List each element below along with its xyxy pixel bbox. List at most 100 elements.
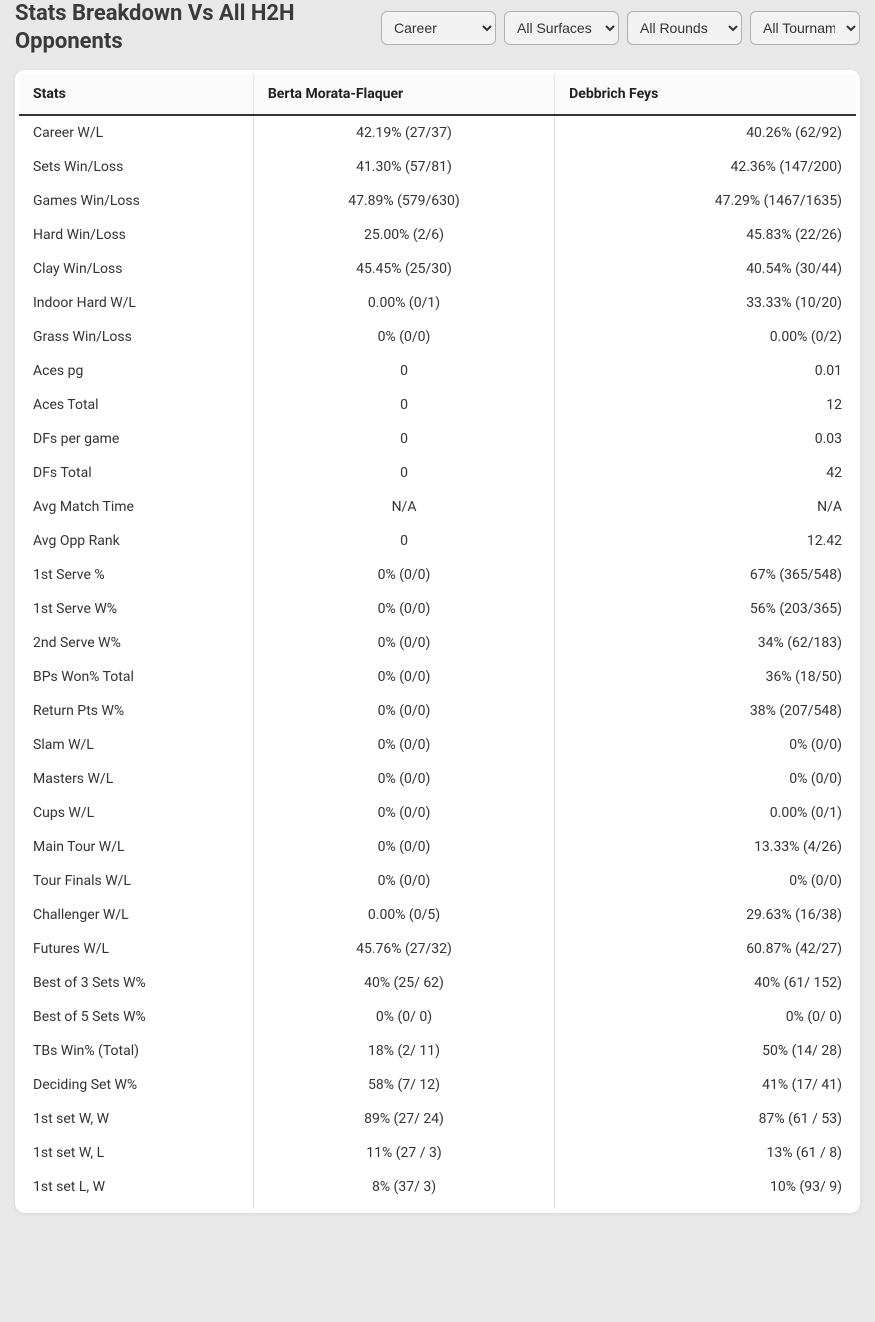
period-select[interactable]: Career bbox=[381, 11, 496, 45]
player1-value: 0 bbox=[253, 354, 554, 388]
player2-value: 33.33% (10/20) bbox=[555, 286, 856, 320]
player2-value: 12.42 bbox=[555, 524, 856, 558]
table-row: Aces Total012 bbox=[19, 388, 856, 422]
player2-value: 45.83% (22/26) bbox=[555, 218, 856, 252]
stat-label: Return Pts W% bbox=[19, 694, 253, 728]
player2-value: 0.00% (0/1) bbox=[555, 796, 856, 830]
player1-value: 0 bbox=[253, 422, 554, 456]
player2-value: 36% (18/50) bbox=[555, 660, 856, 694]
table-row: Deciding Set W%58% (7/ 12)41% (17/ 41) bbox=[19, 1068, 856, 1102]
stat-label: Indoor Hard W/L bbox=[19, 286, 253, 320]
page-title: Stats Breakdown Vs All H2H Opponents bbox=[15, 0, 355, 55]
stats-table: Stats Berta Morata-Flaquer Debbrich Feys… bbox=[19, 74, 856, 1209]
player2-value: 0% (0/0) bbox=[555, 762, 856, 796]
stat-label: 1st set W, L bbox=[19, 1136, 253, 1170]
player1-value: 58% (7/ 12) bbox=[253, 1068, 554, 1102]
player2-value: 0% (0/ 0) bbox=[555, 1000, 856, 1034]
player2-value: 50% (14/ 28) bbox=[555, 1034, 856, 1068]
stat-label: 1st set L, W bbox=[19, 1170, 253, 1209]
table-header-row: Stats Berta Morata-Flaquer Debbrich Feys bbox=[19, 74, 856, 115]
stat-label: Challenger W/L bbox=[19, 898, 253, 932]
table-row: 1st Serve W%0% (0/0)56% (203/365) bbox=[19, 592, 856, 626]
player1-value: 0% (0/0) bbox=[253, 558, 554, 592]
player2-value: 87% (61 / 53) bbox=[555, 1102, 856, 1136]
player1-value: 89% (27/ 24) bbox=[253, 1102, 554, 1136]
stat-label: Futures W/L bbox=[19, 932, 253, 966]
player2-value: N/A bbox=[555, 490, 856, 524]
player1-value: 0.00% (0/1) bbox=[253, 286, 554, 320]
stat-label: Clay Win/Loss bbox=[19, 252, 253, 286]
table-row: Aces pg00.01 bbox=[19, 354, 856, 388]
player1-value: 25.00% (2/6) bbox=[253, 218, 554, 252]
table-row: Return Pts W%0% (0/0)38% (207/548) bbox=[19, 694, 856, 728]
player2-value: 56% (203/365) bbox=[555, 592, 856, 626]
player1-value: 45.76% (27/32) bbox=[253, 932, 554, 966]
player1-value: 47.89% (579/630) bbox=[253, 184, 554, 218]
stat-label: BPs Won% Total bbox=[19, 660, 253, 694]
tournament-select[interactable]: All Tournam bbox=[750, 11, 860, 45]
rounds-select[interactable]: All Rounds bbox=[627, 11, 742, 45]
stat-label: 2nd Serve W% bbox=[19, 626, 253, 660]
table-row: 1st set W, L11% (27 / 3)13% (61 / 8) bbox=[19, 1136, 856, 1170]
player2-value: 0% (0/0) bbox=[555, 728, 856, 762]
table-row: DFs per game00.03 bbox=[19, 422, 856, 456]
table-row: Games Win/Loss47.89% (579/630)47.29% (14… bbox=[19, 184, 856, 218]
filter-selectors: Career All Surfaces All Rounds All Tourn… bbox=[381, 11, 860, 45]
player2-value: 0.00% (0/2) bbox=[555, 320, 856, 354]
player2-value: 41% (17/ 41) bbox=[555, 1068, 856, 1102]
player1-value: N/A bbox=[253, 490, 554, 524]
table-row: Challenger W/L0.00% (0/5)29.63% (16/38) bbox=[19, 898, 856, 932]
stat-label: Best of 3 Sets W% bbox=[19, 966, 253, 1000]
table-row: 1st set W, W89% (27/ 24)87% (61 / 53) bbox=[19, 1102, 856, 1136]
table-row: Futures W/L45.76% (27/32)60.87% (42/27) bbox=[19, 932, 856, 966]
stat-label: Main Tour W/L bbox=[19, 830, 253, 864]
player1-value: 0% (0/0) bbox=[253, 830, 554, 864]
player2-value: 40.26% (62/92) bbox=[555, 115, 856, 150]
stat-label: Sets Win/Loss bbox=[19, 150, 253, 184]
player2-value: 38% (207/548) bbox=[555, 694, 856, 728]
table-row: Indoor Hard W/L0.00% (0/1)33.33% (10/20) bbox=[19, 286, 856, 320]
stat-label: DFs Total bbox=[19, 456, 253, 490]
player1-value: 0 bbox=[253, 456, 554, 490]
player1-value: 41.30% (57/81) bbox=[253, 150, 554, 184]
table-row: Cups W/L0% (0/0)0.00% (0/1) bbox=[19, 796, 856, 830]
stat-label: DFs per game bbox=[19, 422, 253, 456]
table-row: 2nd Serve W%0% (0/0)34% (62/183) bbox=[19, 626, 856, 660]
table-row: BPs Won% Total0% (0/0)36% (18/50) bbox=[19, 660, 856, 694]
player1-value: 0 bbox=[253, 388, 554, 422]
surface-select[interactable]: All Surfaces bbox=[504, 11, 619, 45]
column-header-stats: Stats bbox=[19, 74, 253, 115]
stat-label: Slam W/L bbox=[19, 728, 253, 762]
table-row: Tour Finals W/L0% (0/0)0% (0/0) bbox=[19, 864, 856, 898]
table-row: Clay Win/Loss45.45% (25/30)40.54% (30/44… bbox=[19, 252, 856, 286]
table-row: Best of 3 Sets W%40% (25/ 62)40% (61/ 15… bbox=[19, 966, 856, 1000]
stat-label: Tour Finals W/L bbox=[19, 864, 253, 898]
stat-label: TBs Win% (Total) bbox=[19, 1034, 253, 1068]
table-row: Hard Win/Loss25.00% (2/6)45.83% (22/26) bbox=[19, 218, 856, 252]
player2-value: 42.36% (147/200) bbox=[555, 150, 856, 184]
stat-label: Grass Win/Loss bbox=[19, 320, 253, 354]
player1-value: 0% (0/0) bbox=[253, 694, 554, 728]
player2-value: 47.29% (1467/1635) bbox=[555, 184, 856, 218]
stat-label: Career W/L bbox=[19, 115, 253, 150]
stats-table-container: Stats Berta Morata-Flaquer Debbrich Feys… bbox=[15, 70, 860, 1213]
player2-value: 67% (365/548) bbox=[555, 558, 856, 592]
table-row: Grass Win/Loss0% (0/0)0.00% (0/2) bbox=[19, 320, 856, 354]
player2-value: 12 bbox=[555, 388, 856, 422]
column-header-player1: Berta Morata-Flaquer bbox=[253, 74, 554, 115]
player2-value: 42 bbox=[555, 456, 856, 490]
stat-label: Masters W/L bbox=[19, 762, 253, 796]
stat-label: Avg Opp Rank bbox=[19, 524, 253, 558]
stat-label: 1st Serve W% bbox=[19, 592, 253, 626]
header-row: Stats Breakdown Vs All H2H Opponents Car… bbox=[15, 0, 860, 70]
table-row: 1st set L, W8% (37/ 3)10% (93/ 9) bbox=[19, 1170, 856, 1209]
player2-value: 10% (93/ 9) bbox=[555, 1170, 856, 1209]
player2-value: 34% (62/183) bbox=[555, 626, 856, 660]
stat-label: Games Win/Loss bbox=[19, 184, 253, 218]
player1-value: 8% (37/ 3) bbox=[253, 1170, 554, 1209]
stat-label: Hard Win/Loss bbox=[19, 218, 253, 252]
table-row: DFs Total042 bbox=[19, 456, 856, 490]
player2-value: 0.01 bbox=[555, 354, 856, 388]
player2-value: 0% (0/0) bbox=[555, 864, 856, 898]
player2-value: 0.03 bbox=[555, 422, 856, 456]
